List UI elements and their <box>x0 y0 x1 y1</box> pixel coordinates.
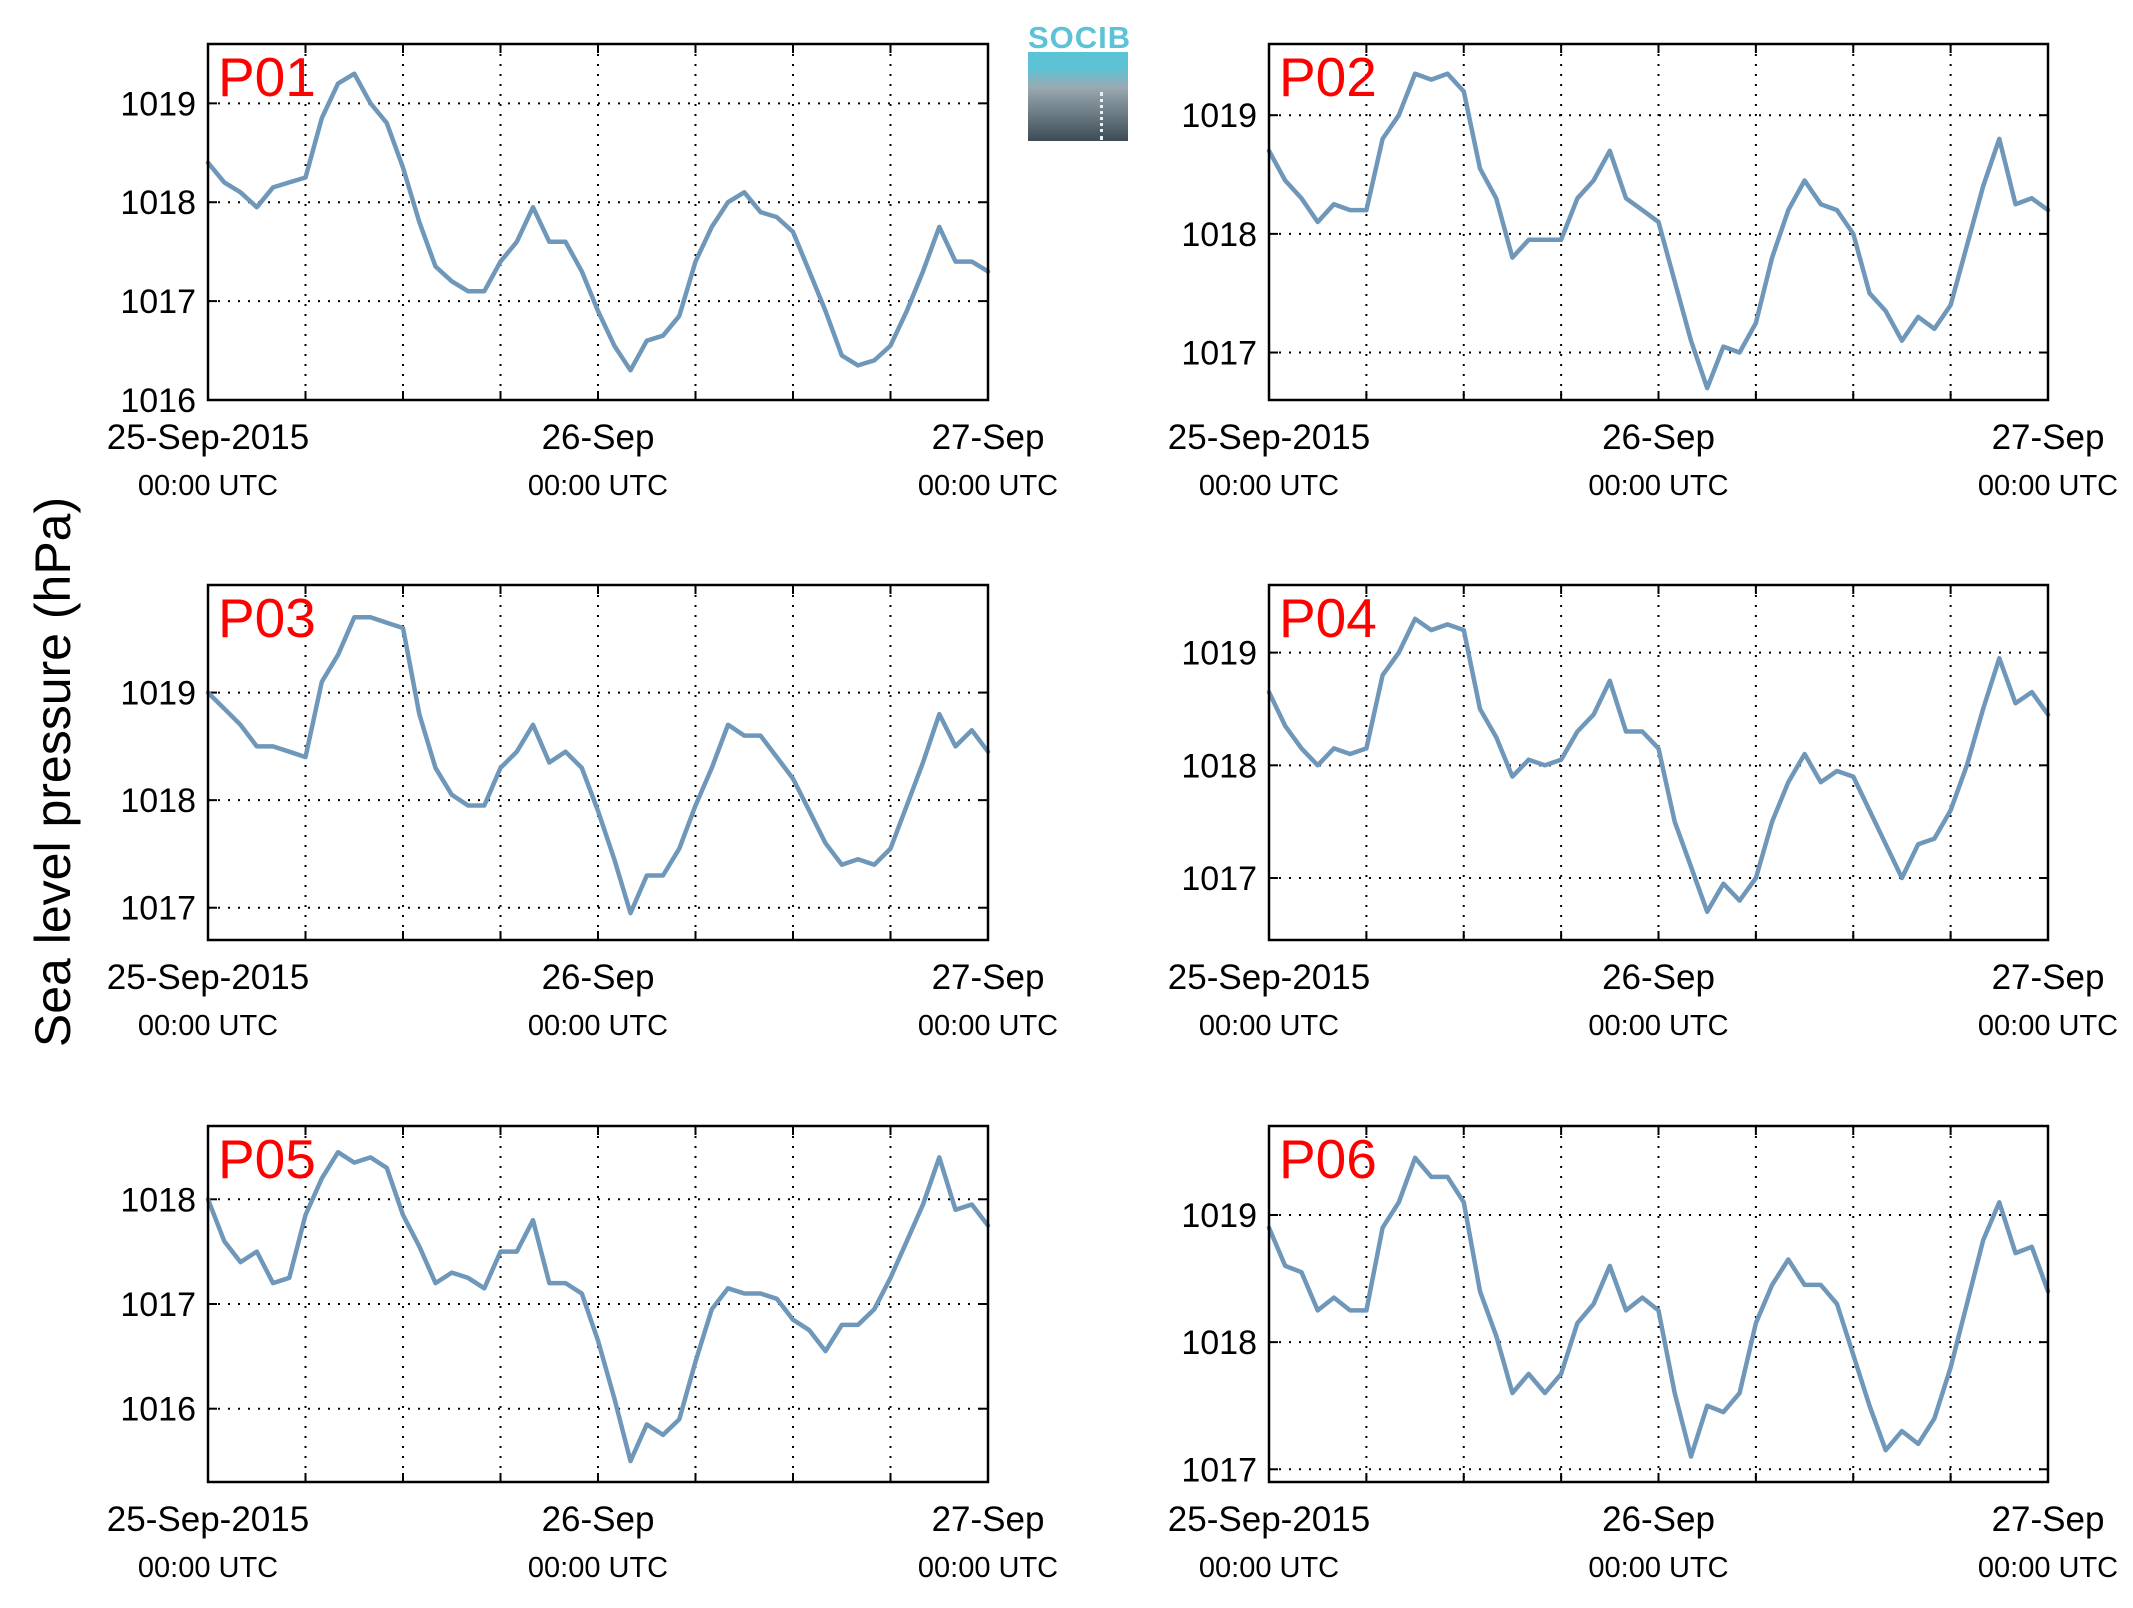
panel-p04-plot-area <box>1269 585 2048 940</box>
panel-p04-x-tick-label-date: 27-Sep <box>1992 958 2105 997</box>
y-axis-label: Sea level pressure (hPa) <box>25 496 81 1048</box>
panel-p06-panel-label: P06 <box>1279 1128 1377 1190</box>
logo-text: SOCIB <box>1028 20 1132 55</box>
panel-p02-x-tick-label-time: 00:00 UTC <box>1199 470 1339 502</box>
panel-p02-y-tick-label: 1019 <box>1181 97 1257 135</box>
panel-p04-x-tick-label-date: 26-Sep <box>1602 958 1715 997</box>
panel-p05-axes-frame <box>206 1124 990 1484</box>
panel-p01-panel-label: P01 <box>218 46 316 108</box>
panel-p05-x-tick-label-date: 27-Sep <box>932 1500 1045 1539</box>
panel-p03-panel-label: P03 <box>218 587 316 649</box>
panel-p06-y-tick-label: 1018 <box>1181 1324 1257 1362</box>
panel-p04-axes-frame <box>1267 583 2050 942</box>
panel-p05-y-tick-label: 1018 <box>120 1181 196 1219</box>
panel-p01-y-tick-label: 1017 <box>120 283 196 321</box>
panel-p05-x-tick-label-time: 00:00 UTC <box>138 1552 278 1584</box>
panel-p05-x-tick-label-date: 25-Sep-2015 <box>107 1500 309 1539</box>
panel-p01-plot-area <box>208 44 988 400</box>
panel-p03-x-tick-label-time: 00:00 UTC <box>918 1010 1058 1042</box>
socib-logo: SOCIB <box>1028 20 1132 141</box>
panel-p03-axes-frame <box>206 583 990 942</box>
panel-p06-x-tick-label-time: 00:00 UTC <box>1588 1552 1728 1584</box>
panel-p02-x-tick-label-time: 00:00 UTC <box>1978 470 2118 502</box>
panel-p04-panel-label: P04 <box>1279 587 1377 649</box>
panel-p01-y-tick-label: 1016 <box>120 382 196 420</box>
panel-p02-x-tick-label-date: 27-Sep <box>1992 418 2105 457</box>
panel-p05-x-tick-label-time: 00:00 UTC <box>528 1552 668 1584</box>
panel-p05-y-tick-label: 1017 <box>120 1286 196 1324</box>
panel-p04-y-tick-label: 1019 <box>1181 635 1257 673</box>
panel-p04-y-tick-label: 1018 <box>1181 747 1257 785</box>
panel-p01-y-tick-label: 1019 <box>120 85 196 123</box>
panel-p03-x-tick-label-date: 25-Sep-2015 <box>107 958 309 997</box>
panel-p03-plot-area <box>208 585 988 940</box>
panel-p06-axes-frame <box>1267 1124 2050 1484</box>
panel-p04-x-tick-label-time: 00:00 UTC <box>1978 1010 2118 1042</box>
panel-p02-x-tick-label-time: 00:00 UTC <box>1588 470 1728 502</box>
panel-p02-series-line <box>1266 71 2051 391</box>
panel-p03-x-tick-label-time: 00:00 UTC <box>528 1010 668 1042</box>
panel-p06-x-tick-label-time: 00:00 UTC <box>1978 1552 2118 1584</box>
panel-p04-x-tick-label-date: 25-Sep-2015 <box>1168 958 1370 997</box>
panel-p02-panel-label: P02 <box>1279 46 1377 108</box>
panel-p03-x-tick-label-date: 27-Sep <box>932 958 1045 997</box>
panel-p03-x-tick-label-date: 26-Sep <box>542 958 655 997</box>
panel-p04-x-tick-label-time: 00:00 UTC <box>1588 1010 1728 1042</box>
panel-p05-y-tick-label: 1016 <box>120 1391 196 1429</box>
panel-p03-y-tick-label: 1017 <box>120 890 196 928</box>
panel-p01-x-tick-label-date: 26-Sep <box>542 418 655 457</box>
panel-p06-x-tick-label-date: 26-Sep <box>1602 1500 1715 1539</box>
panel-p06-x-tick-label-date: 27-Sep <box>1992 1500 2105 1539</box>
panel-p01-axes-frame <box>206 42 990 402</box>
panel-p05-x-tick-label-time: 00:00 UTC <box>918 1552 1058 1584</box>
panel-p04-y-tick-label: 1017 <box>1181 860 1257 898</box>
panel-p06-plot-area <box>1269 1126 2048 1482</box>
panel-p03-y-tick-label: 1018 <box>120 782 196 820</box>
panel-p06-y-tick-label: 1017 <box>1181 1451 1257 1489</box>
panel-p05-panel-label: P05 <box>218 1128 316 1190</box>
panel-p06-series-line <box>1266 1155 2051 1459</box>
panel-p04-series-line <box>1266 616 2051 915</box>
panel-p06-y-tick-label: 1019 <box>1181 1197 1257 1235</box>
panel-p01-x-tick-label-date: 25-Sep-2015 <box>107 418 309 457</box>
panel-p03-x-tick-label-time: 00:00 UTC <box>138 1010 278 1042</box>
panel-p04-x-tick-label-time: 00:00 UTC <box>1199 1010 1339 1042</box>
panel-p01-y-tick-label: 1018 <box>120 184 196 222</box>
panel-p03-series-line <box>205 615 991 916</box>
panel-p01-x-tick-label-time: 00:00 UTC <box>138 470 278 502</box>
panel-p02-y-tick-label: 1017 <box>1181 335 1257 373</box>
panel-p05-series-line <box>205 1149 991 1464</box>
panel-p06-x-tick-label-date: 25-Sep-2015 <box>1168 1500 1370 1539</box>
logo-graphic <box>1028 52 1128 141</box>
panel-p01-series-line <box>205 71 991 373</box>
panel-p02-axes-frame <box>1267 42 2050 402</box>
panel-p05-x-tick-label-date: 26-Sep <box>542 1500 655 1539</box>
panel-p06-x-tick-label-time: 00:00 UTC <box>1199 1552 1339 1584</box>
panel-p03-y-tick-label: 1019 <box>120 675 196 713</box>
panel-p01-x-tick-label-time: 00:00 UTC <box>528 470 668 502</box>
panel-p01-x-tick-label-time: 00:00 UTC <box>918 470 1058 502</box>
panel-p02-x-tick-label-date: 26-Sep <box>1602 418 1715 457</box>
panel-p02-y-tick-label: 1018 <box>1181 216 1257 254</box>
panel-p02-x-tick-label-date: 25-Sep-2015 <box>1168 418 1370 457</box>
panel-p01-x-tick-label-date: 27-Sep <box>932 418 1045 457</box>
